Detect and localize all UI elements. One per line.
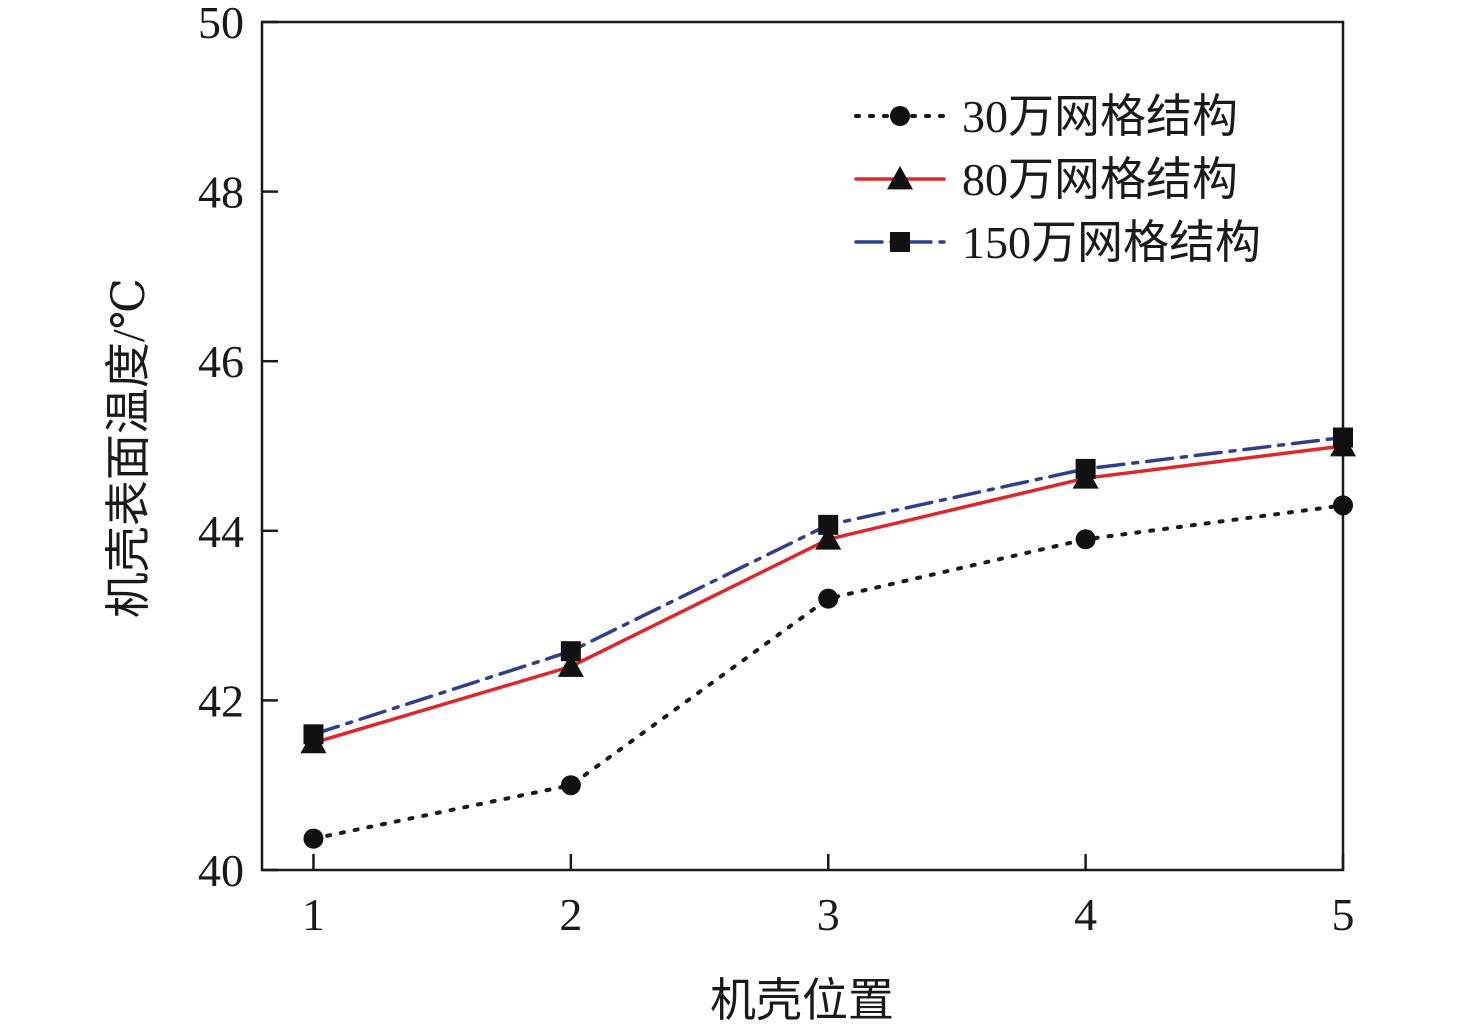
y-tick-label: 40 bbox=[198, 845, 244, 896]
legend-item: 30万网格结构 bbox=[854, 91, 1238, 142]
y-tick-label: 50 bbox=[198, 0, 244, 48]
series-1 bbox=[303, 495, 1353, 849]
legend-marker bbox=[890, 106, 910, 126]
data-point bbox=[560, 775, 581, 796]
data-point bbox=[818, 514, 839, 535]
legend-item: 80万网格结构 bbox=[854, 154, 1238, 205]
series-3 bbox=[303, 427, 1353, 745]
data-point bbox=[818, 588, 839, 609]
data-point bbox=[815, 526, 842, 550]
data-point bbox=[557, 653, 584, 677]
data-point bbox=[303, 724, 324, 745]
x-tick-label: 4 bbox=[1074, 889, 1097, 940]
data-point bbox=[1333, 495, 1353, 516]
plot-frame bbox=[260, 20, 1345, 872]
x-tick-label: 1 bbox=[302, 889, 325, 940]
data-point bbox=[1075, 458, 1096, 479]
y-tick-label: 48 bbox=[198, 167, 244, 218]
legend-label: 80万网格结构 bbox=[962, 154, 1238, 205]
legend-item: 150万网格结构 bbox=[854, 217, 1261, 268]
y-tick-label: 42 bbox=[198, 675, 244, 726]
y-tick-label: 46 bbox=[198, 336, 244, 387]
series-line bbox=[311, 435, 1345, 737]
x-axis-title: 机壳位置 bbox=[710, 975, 894, 1026]
data-point bbox=[303, 828, 324, 849]
x-tick-label: 5 bbox=[1332, 889, 1355, 940]
y-tick-label: 44 bbox=[198, 506, 244, 557]
data-point bbox=[560, 641, 581, 662]
series-layer bbox=[300, 427, 1356, 849]
x-axis-ticks: 1 2 3 4 5 bbox=[302, 854, 1355, 940]
series-line bbox=[311, 503, 1345, 841]
legend-label: 150万网格结构 bbox=[962, 217, 1261, 268]
x-tick-label: 3 bbox=[817, 889, 840, 940]
legend: 30万网格结构 80万网格结构 150万网格结构 bbox=[854, 91, 1261, 268]
y-axis-ticks: 40 42 44 46 48 50 bbox=[198, 0, 278, 896]
data-point bbox=[1075, 529, 1096, 550]
legend-marker bbox=[890, 232, 910, 252]
legend-marker bbox=[887, 166, 913, 190]
data-point bbox=[1333, 427, 1353, 448]
x-tick-label: 2 bbox=[559, 889, 582, 940]
legend-label: 30万网格结构 bbox=[962, 91, 1238, 142]
y-axis-title: 机壳表面温度/℃ bbox=[103, 278, 154, 618]
